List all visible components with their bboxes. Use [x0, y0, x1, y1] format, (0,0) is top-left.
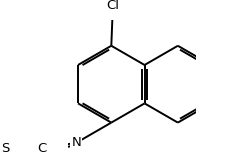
- Text: C: C: [37, 142, 46, 155]
- Text: S: S: [1, 142, 9, 155]
- Text: Cl: Cl: [107, 0, 120, 13]
- Text: N: N: [72, 136, 81, 149]
